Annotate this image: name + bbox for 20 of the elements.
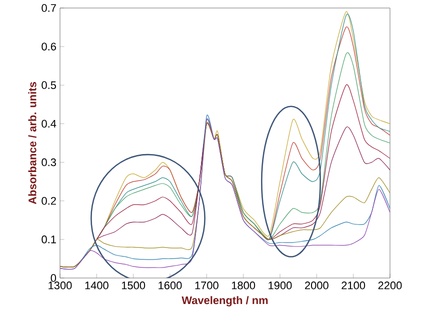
x-tick-label: 1400 — [85, 282, 108, 290]
y-tick-label: 0.4 — [42, 120, 56, 128]
x-tick-label: 1900 — [268, 282, 292, 290]
x-tick-label: 2100 — [342, 282, 366, 290]
x-axis-title: Wavelength / nm — [182, 296, 268, 306]
x-tick-label: 1700 — [195, 282, 218, 290]
y-tick-label: 0.5 — [42, 81, 56, 90]
y-tick-label: 0.2 — [42, 196, 56, 205]
y-tick-label: 0 — [50, 274, 56, 282]
x-tick-label: 1500 — [122, 282, 146, 290]
x-tick-label: 1800 — [232, 282, 256, 290]
x-tick-label: 1300 — [48, 282, 72, 290]
x-tick-label: 1600 — [158, 282, 182, 290]
y-tick-label: 0.1 — [42, 236, 56, 244]
y-tick-label: 0.3 — [42, 158, 56, 166]
x-tick-label: 2200 — [378, 282, 402, 290]
y-axis-title: Absorbance / arb. units — [28, 82, 36, 204]
x-tick-label: 2000 — [305, 282, 328, 290]
y-tick-label: 0.7 — [42, 4, 56, 12]
y-tick-label: 0.6 — [42, 42, 56, 50]
